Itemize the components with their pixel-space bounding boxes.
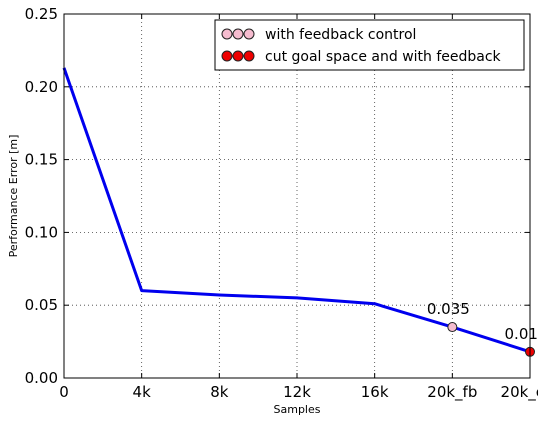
legend-marker-icon [232,50,244,62]
x-axis-title: Samples [274,403,321,416]
axis-ticks: 0 4k 8k 12k 16k 20k_fb 20k_cut 0.00 0.05 0.10 0.15… [25,5,538,402]
legend-box [214,19,525,71]
data-point-marker [447,322,458,333]
legend-marker-icon [232,28,244,40]
y-tick-label: 0.20 [25,78,58,96]
x-tick-label: 20k_fb [427,383,477,402]
legend: with feedback control cut goal space and … [214,19,525,71]
y-tick-label: 0.10 [25,223,58,241]
value-annotation: 0.035 [427,300,470,318]
x-tick-label: 20k_cut [501,383,538,402]
legend-label: with feedback control [265,27,416,43]
value-annotation: 0.018 [505,325,538,343]
y-tick-label: 0.15 [25,151,58,169]
x-tick-label: 8k [210,383,229,401]
legend-marker-icon [243,28,255,40]
x-tick-label: 12k [283,383,311,401]
y-axis-title: Performance Error [m] [7,135,20,258]
x-tick-label: 0 [59,383,69,401]
x-tick-label: 4k [133,383,152,401]
y-tick-label: 0.00 [25,369,58,387]
grid-lines [64,14,530,378]
y-tick-label: 0.05 [25,296,58,314]
x-tick-label: 16k [361,383,389,401]
y-tick-label: 0.25 [25,5,58,23]
legend-marker-icon [221,50,233,62]
legend-marker-icon [221,28,233,40]
legend-label: cut goal space and with feedback [265,49,502,65]
legend-marker-icon [243,50,255,62]
